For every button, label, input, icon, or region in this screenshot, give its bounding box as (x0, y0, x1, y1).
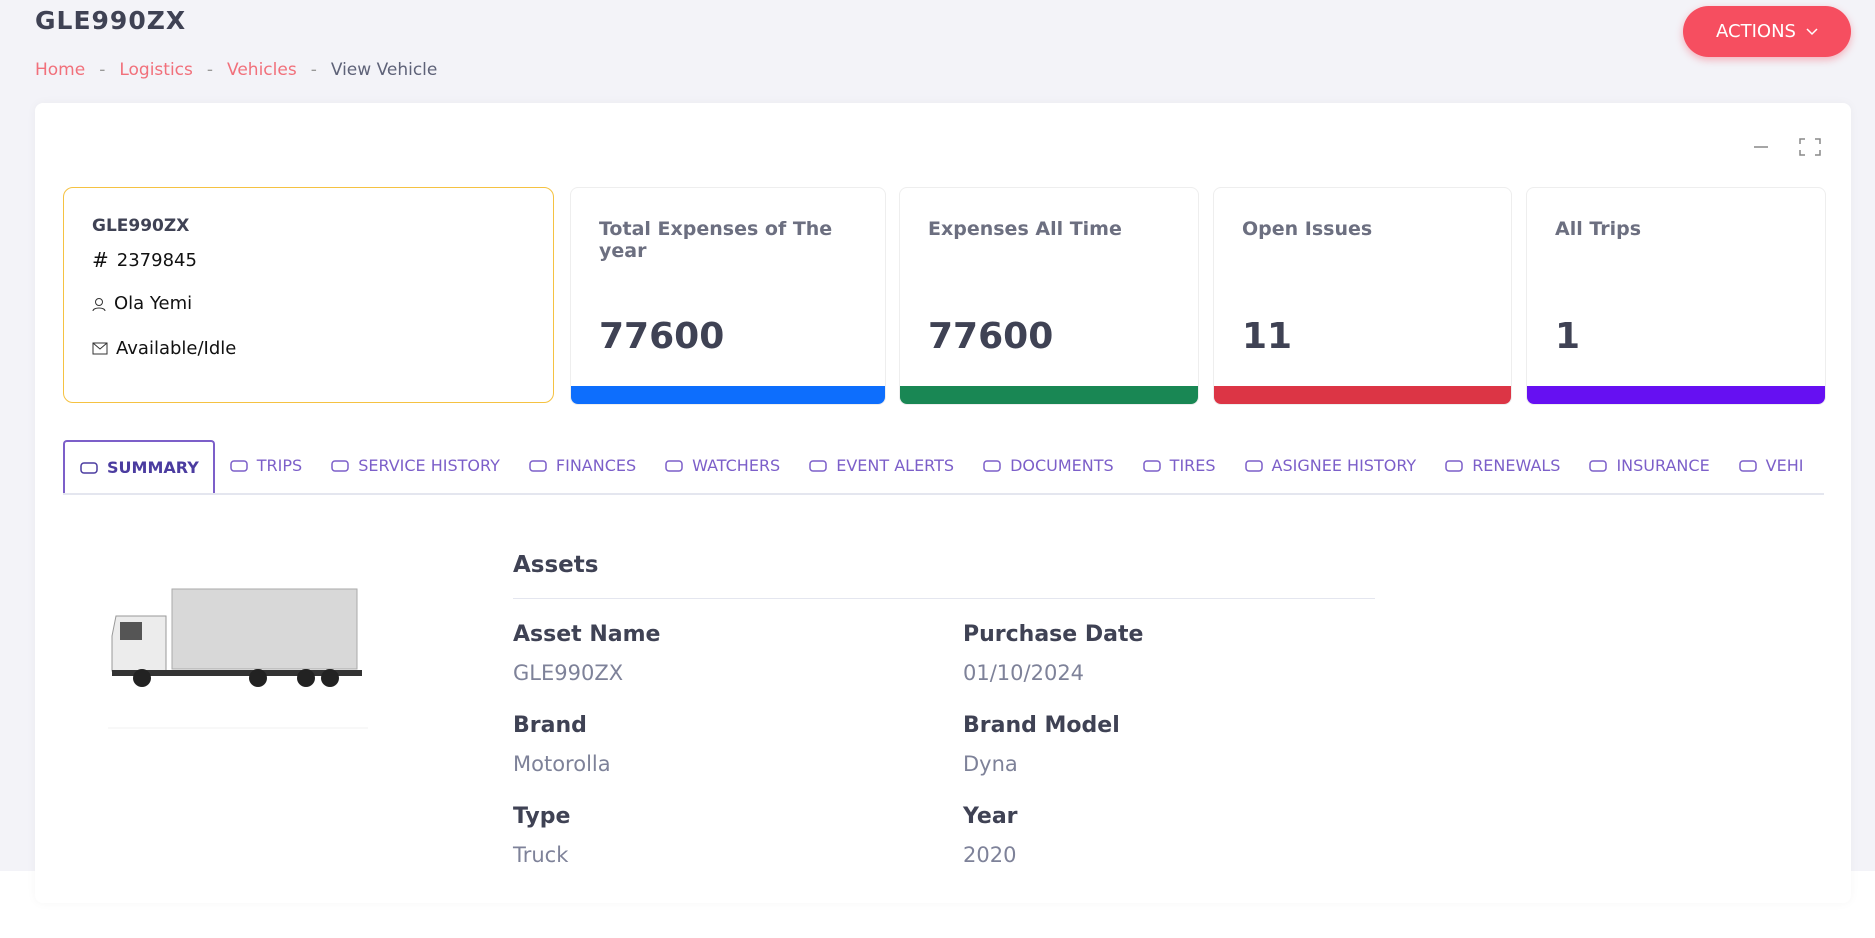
crumb[interactable]: Home (35, 60, 86, 80)
field-value: 01/10/2024 (963, 661, 1085, 685)
vehicle-status: Available/Idle (116, 338, 237, 359)
tab-label: INSURANCE (1616, 456, 1710, 475)
field-label: Brand (513, 713, 587, 738)
tab-label: VEHI (1765, 456, 1804, 475)
tab[interactable]: VEHI (1724, 440, 1818, 491)
assets-title: Assets (513, 552, 599, 578)
tab-icon (1142, 459, 1161, 472)
field-value: 2020 (963, 843, 1017, 867)
tab[interactable]: FINANCES (514, 440, 650, 491)
stat-label: Total Expenses of The year (599, 218, 833, 262)
tab-label: DOCUMENTS (1010, 456, 1114, 475)
tab-label: ASIGNEE HISTORY (1271, 456, 1417, 475)
tab-icon (331, 459, 349, 472)
tab[interactable]: ASIGNEE HISTORY (1230, 440, 1431, 491)
tab-icon (529, 459, 547, 472)
tab-label: SUMMARY (107, 458, 199, 477)
stat-label: Open Issues (1242, 218, 1373, 240)
truck-image (108, 588, 368, 729)
tab-label: EVENT ALERTS (836, 456, 955, 475)
field-value: Motorolla (513, 752, 611, 776)
actions-button[interactable]: ACTIONS (1683, 6, 1851, 57)
tab-label: SERVICE HISTORY (358, 456, 500, 475)
actions-label: ACTIONS (1716, 21, 1796, 42)
tab[interactable]: INSURANCE (1574, 440, 1723, 491)
stat-card: Total Expenses of The year 77600 (570, 187, 886, 405)
tab-icon (809, 459, 827, 472)
tab-icon (665, 459, 683, 472)
tab-label: TRIPS (256, 456, 303, 475)
fullscreen-icon[interactable] (1799, 138, 1821, 156)
stat-bar (571, 386, 885, 404)
tab-label: TIRES (1169, 456, 1216, 475)
tab[interactable]: EVENT ALERTS (794, 440, 968, 491)
vehicle-name: GLE990ZX (92, 216, 190, 236)
divider (513, 598, 1375, 599)
tab-icon (1738, 459, 1757, 472)
chevron (1806, 27, 1818, 35)
crumb[interactable]: Vehicles (227, 60, 297, 80)
crumb-current: View Vehicle (330, 60, 438, 80)
stat-label: All Trips (1555, 218, 1642, 240)
field-value: Dyna (963, 752, 1018, 776)
tab[interactable]: DOCUMENTS (968, 440, 1128, 491)
vehicle-owner: Ola Yemi (114, 293, 193, 314)
stat-label: Expenses All Time (928, 218, 1122, 240)
field-value: Truck (513, 843, 569, 867)
tab-label: RENEWALS (1472, 456, 1561, 475)
stat-bar (900, 386, 1198, 404)
tab[interactable]: RENEWALS (1430, 440, 1574, 491)
field-label: Brand Model (963, 713, 1120, 738)
tab[interactable]: SUMMARY (63, 440, 215, 493)
tab[interactable]: WATCHERS (650, 440, 794, 491)
crumb[interactable]: Logistics (119, 60, 193, 80)
stat-value: 77600 (599, 316, 725, 357)
tab-icon (80, 461, 98, 474)
tab-icon (1445, 459, 1463, 472)
page-title: GLE990ZX (35, 6, 187, 35)
field-label: Purchase Date (963, 622, 1144, 647)
field-label: Asset Name (513, 622, 661, 647)
stat-card: Expenses All Time 77600 (899, 187, 1199, 405)
tab-label: FINANCES (555, 456, 637, 475)
tab-icon (1589, 459, 1608, 472)
tab-label: WATCHERS (692, 456, 781, 475)
tab[interactable]: TRIPS (215, 440, 316, 491)
card-tools (1754, 138, 1821, 156)
stat-value: 77600 (928, 316, 1054, 357)
field-label: Type (513, 804, 571, 829)
tab[interactable]: SERVICE HISTORY (316, 440, 514, 491)
stat-value: 11 (1242, 316, 1293, 357)
tab[interactable]: TIRES (1128, 440, 1230, 491)
tabs: SUMMARY TRIPS SERVICE HISTORY FINANCES WATCH… (63, 440, 1824, 495)
tab-icon (1244, 459, 1263, 472)
tab-icon (983, 459, 1001, 472)
stat-value: 1 (1555, 316, 1581, 357)
stat-card: All Trips 1 (1526, 187, 1826, 405)
field-value: GLE990ZX (513, 661, 624, 685)
vehicle-id: 2379845 (116, 249, 197, 271)
stat-bar (1527, 386, 1825, 404)
breadcrumb: Home - Logistics - Vehicles - View Vehicle (35, 60, 438, 80)
tab-icon (230, 459, 248, 472)
vehicle-info: GLE990ZX #2379845 Ola Yemi Available/Idl… (63, 187, 554, 403)
stat-card: Open Issues 11 (1213, 187, 1512, 405)
stat-bar (1214, 386, 1511, 404)
field-label: Year (963, 804, 1018, 829)
